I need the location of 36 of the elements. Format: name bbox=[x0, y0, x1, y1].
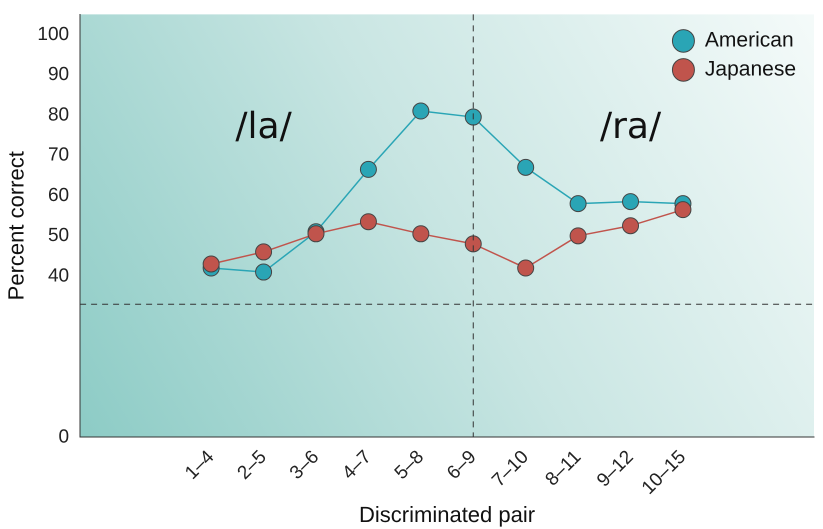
point bbox=[255, 264, 272, 281]
annotation: /ra/ bbox=[600, 106, 662, 147]
point bbox=[570, 227, 587, 244]
legend-label: Japanese bbox=[704, 58, 796, 81]
point bbox=[202, 256, 220, 273]
point bbox=[360, 213, 377, 230]
legend-label: American bbox=[704, 28, 794, 52]
y-tick-label: 70 bbox=[48, 144, 70, 166]
x-tick-label: 3–6 bbox=[286, 446, 324, 484]
point bbox=[622, 193, 640, 210]
x-tick-label: 5–8 bbox=[390, 446, 428, 484]
point bbox=[412, 225, 430, 242]
point bbox=[464, 108, 482, 126]
y-tick-label: 0 bbox=[58, 426, 70, 448]
x-tick-label: 1–4 bbox=[181, 446, 219, 484]
y-axis-title: Percent correct bbox=[3, 151, 28, 300]
y-tick-label: 60 bbox=[48, 184, 70, 206]
point bbox=[464, 235, 482, 252]
x-tick-label: 4–7 bbox=[338, 446, 376, 484]
x-tick-label: 2–5 bbox=[234, 446, 271, 484]
x-axis-title: Discriminated pair bbox=[359, 502, 536, 527]
point bbox=[360, 160, 377, 178]
point bbox=[622, 217, 640, 234]
y-tick-label: 90 bbox=[48, 64, 70, 86]
x-tick-label: 6–9 bbox=[443, 446, 480, 484]
point bbox=[517, 260, 534, 277]
point bbox=[412, 102, 430, 120]
point bbox=[674, 201, 692, 218]
y-tick-label: 100 bbox=[37, 24, 70, 45]
y-tick-label: 50 bbox=[48, 225, 70, 246]
point bbox=[570, 195, 587, 212]
point bbox=[517, 158, 534, 176]
y-tick-label: 80 bbox=[48, 104, 70, 126]
annotation: /la/ bbox=[235, 106, 293, 147]
y-tick-label: 40 bbox=[48, 265, 70, 286]
point bbox=[255, 243, 272, 260]
